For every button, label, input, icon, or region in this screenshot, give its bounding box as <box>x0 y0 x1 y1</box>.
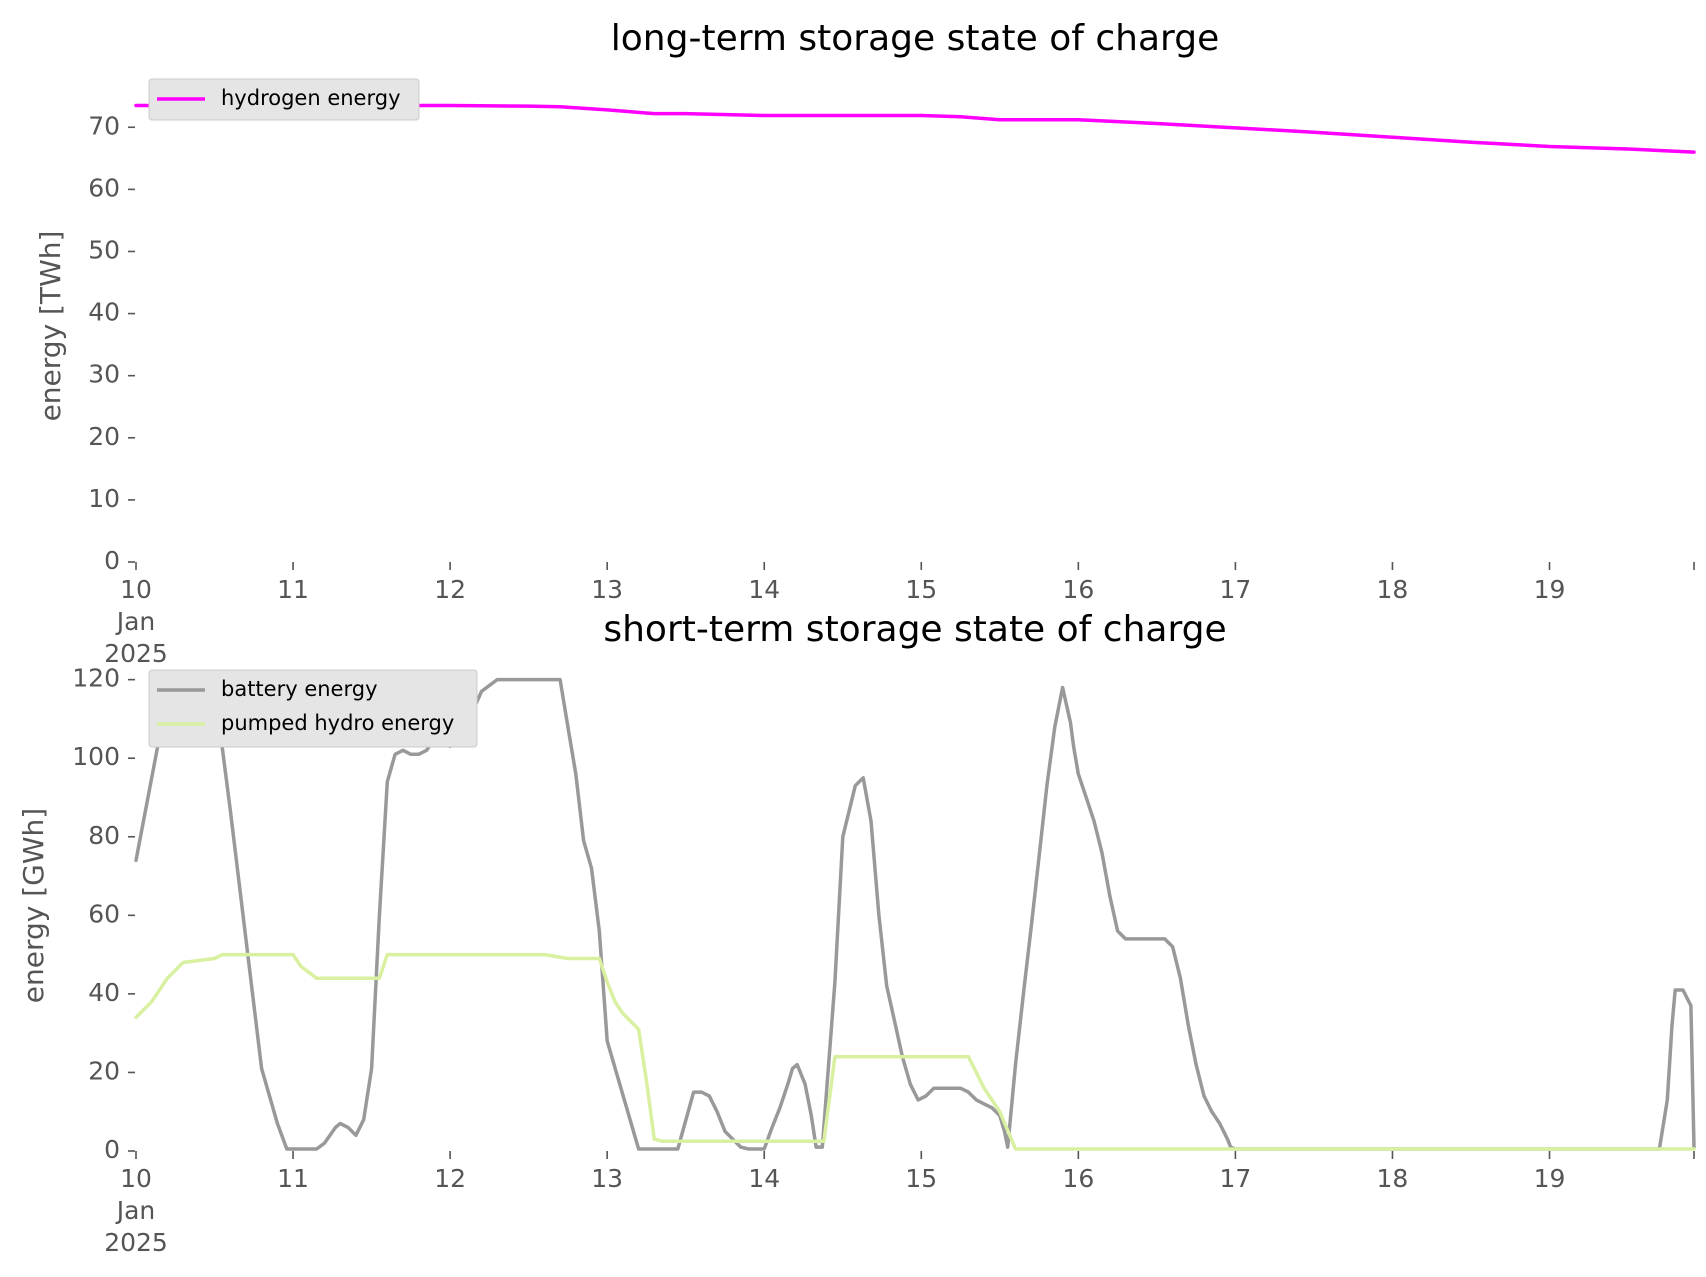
legend-box <box>148 669 478 748</box>
x-tick-label: 10 <box>120 575 152 604</box>
legend-box <box>148 78 420 121</box>
x-tick-label: 16 <box>1062 575 1094 604</box>
x-tick-label: 13 <box>591 1164 623 1193</box>
legend-label: pumped hydro energy <box>221 711 454 735</box>
x-tick-label: 12 <box>434 575 466 604</box>
legend: battery energy pumped hydro energy <box>148 669 478 748</box>
x-tick-label: 11 <box>277 1164 309 1193</box>
series-lines <box>134 103 1696 154</box>
series-line-hydrogen-energy <box>134 103 1696 154</box>
x-tick-label: 11 <box>277 575 309 604</box>
y-tick-label: 40 <box>88 978 120 1007</box>
x-tick-label: 18 <box>1377 575 1409 604</box>
x-tick-label: 16 <box>1062 1164 1094 1193</box>
y-axis-label: energy [GWh] <box>17 808 50 1003</box>
x-tick-label: 12 <box>434 1164 466 1193</box>
x-tick-label: Jan <box>115 1196 156 1225</box>
axis-ticks: 0 20 40 60 80 100 120 10 Jan 2025 11 12 13 14 15 16 17 18… <box>72 664 1695 1257</box>
chart-title: long-term storage state of charge <box>611 18 1219 59</box>
legend-label: hydrogen energy <box>221 86 401 110</box>
y-tick-label: 50 <box>88 235 120 264</box>
y-tick-label: 70 <box>88 111 120 140</box>
x-tick-label: 18 <box>1377 1164 1409 1193</box>
y-tick-label: 100 <box>72 742 120 771</box>
x-tick-label: 2025 <box>104 639 168 668</box>
x-tick-label: 10 <box>120 1164 152 1193</box>
x-tick-label: 13 <box>591 575 623 604</box>
short-term-storage-chart: short-term storage state of charge energ… <box>17 609 1696 1257</box>
y-tick-label: 0 <box>104 546 120 575</box>
series-lines <box>134 677 1696 1151</box>
y-tick-label: 20 <box>88 422 120 451</box>
y-tick-label: 20 <box>88 1056 120 1085</box>
x-tick-label: 14 <box>748 575 780 604</box>
y-axis-label: energy [TWh] <box>34 231 67 422</box>
y-tick-label: 120 <box>72 664 120 693</box>
x-tick-label: 19 <box>1534 575 1566 604</box>
y-tick-label: 30 <box>88 360 120 389</box>
chart-title: short-term storage state of charge <box>603 609 1226 650</box>
x-tick-label: 15 <box>905 575 937 604</box>
x-tick-label: 15 <box>905 1164 937 1193</box>
x-tick-label: Jan <box>115 607 156 636</box>
x-tick-label: 14 <box>748 1164 780 1193</box>
y-tick-label: 60 <box>88 899 120 928</box>
legend: hydrogen energy <box>148 78 420 121</box>
long-term-storage-chart: long-term storage state of charge energy… <box>34 18 1696 668</box>
x-tick-label: 17 <box>1219 1164 1251 1193</box>
x-tick-label: 2025 <box>104 1228 168 1257</box>
series-line-battery-energy <box>134 677 1696 1151</box>
x-tick-label: 17 <box>1219 575 1251 604</box>
series-line-pumped-hydro-energy <box>134 952 1696 1151</box>
y-tick-label: 40 <box>88 298 120 327</box>
legend-label: battery energy <box>221 677 378 701</box>
x-tick-label: 19 <box>1534 1164 1566 1193</box>
y-tick-label: 80 <box>88 821 120 850</box>
y-tick-label: 60 <box>88 173 120 202</box>
y-tick-label: 0 <box>104 1135 120 1164</box>
y-tick-label: 10 <box>88 484 120 513</box>
